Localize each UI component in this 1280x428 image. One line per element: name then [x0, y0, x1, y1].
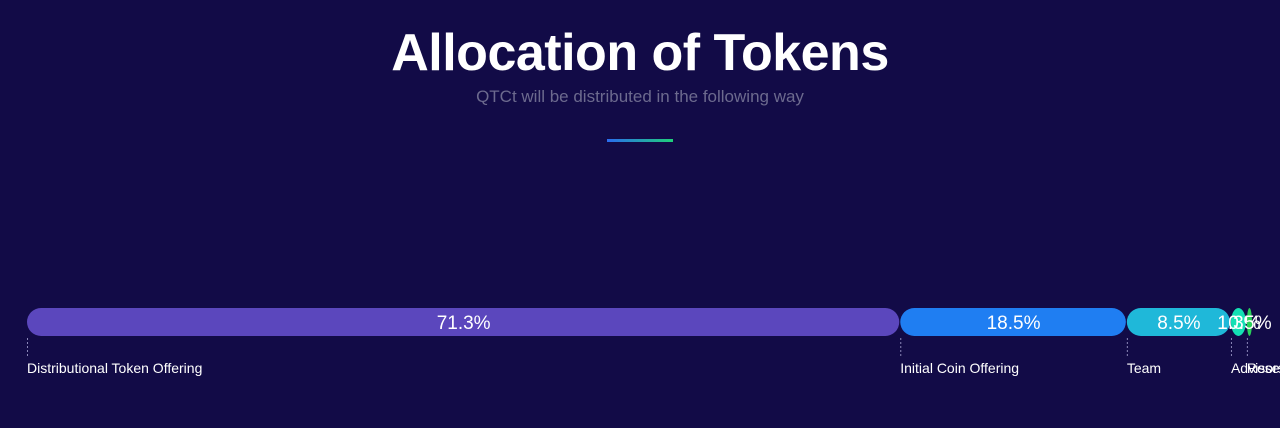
bar-segment-advisors	[1230, 308, 1246, 336]
category-label-advisors: Advisors	[1231, 360, 1280, 376]
bar-segment-reserve	[1246, 308, 1252, 336]
category-label-initial-coin-offering: Initial Coin Offering	[900, 360, 1019, 376]
value-label-initial-coin-offering: 18.5%	[987, 313, 1041, 334]
category-label-team: Team	[1127, 360, 1161, 376]
bar-segment-team	[1126, 308, 1230, 336]
title-divider	[607, 139, 673, 142]
value-label-team: 8.5%	[1157, 313, 1200, 334]
category-label-distributional-token-offering: Distributional Token Offering	[27, 360, 202, 376]
value-label-distributional-token-offering: 71.3%	[437, 313, 491, 334]
page-title: Allocation of Tokens	[391, 24, 889, 82]
bar-segment-distributional-token-offering	[27, 308, 900, 336]
category-label-reserve: Reserve	[1247, 360, 1280, 376]
value-label-reserve: 0.5%	[1228, 313, 1271, 334]
bar-segment-initial-coin-offering	[900, 308, 1126, 336]
page-subtitle: QTCt will be distributed in the followin…	[476, 87, 804, 106]
